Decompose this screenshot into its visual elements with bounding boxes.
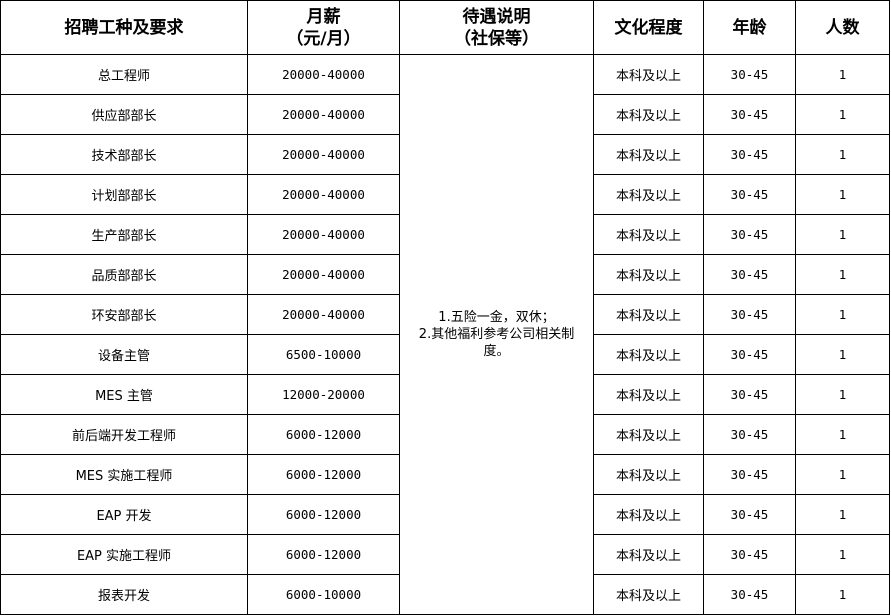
salary-cell: 20000-40000 <box>247 54 400 95</box>
position-cell: 总工程师 <box>0 54 248 95</box>
salary-cell: 20000-40000 <box>247 294 400 335</box>
count-cell: 1 <box>795 334 890 375</box>
count-cell: 1 <box>795 414 890 455</box>
header-benefits-line2: （社保等） <box>454 28 539 49</box>
education-cell: 本科及以上 <box>593 94 704 135</box>
salary-cell: 12000-20000 <box>247 374 400 415</box>
education-cell: 本科及以上 <box>593 454 704 495</box>
header-salary-line1: 月薪 <box>306 6 341 27</box>
education-cell: 本科及以上 <box>593 174 704 215</box>
education-cell: 本科及以上 <box>593 134 704 175</box>
age-cell: 30-45 <box>703 414 796 455</box>
header-position: 招聘工种及要求 <box>0 0 248 55</box>
education-cell: 本科及以上 <box>593 54 704 95</box>
position-cell: 供应部部长 <box>0 94 248 135</box>
salary-cell: 6000-12000 <box>247 534 400 575</box>
age-cell: 30-45 <box>703 214 796 255</box>
position-cell: EAP 开发 <box>0 494 248 535</box>
table-row: 品质部部长 20000-40000 本科及以上 30-45 1 <box>0 254 890 295</box>
age-cell: 30-45 <box>703 574 796 615</box>
table-row: 计划部部长 20000-40000 本科及以上 30-45 1 <box>0 174 890 215</box>
salary-cell: 20000-40000 <box>247 214 400 255</box>
table-row: 环安部部长 20000-40000 本科及以上 30-45 1 <box>0 294 890 335</box>
salary-cell: 20000-40000 <box>247 94 400 135</box>
table-row: 供应部部长 20000-40000 本科及以上 30-45 1 <box>0 94 890 135</box>
position-cell: 设备主管 <box>0 334 248 375</box>
age-cell: 30-45 <box>703 494 796 535</box>
position-cell: MES 实施工程师 <box>0 454 248 495</box>
age-cell: 30-45 <box>703 454 796 495</box>
position-cell: 报表开发 <box>0 574 248 615</box>
salary-cell: 20000-40000 <box>247 134 400 175</box>
count-cell: 1 <box>795 254 890 295</box>
count-cell: 1 <box>795 94 890 135</box>
age-cell: 30-45 <box>703 374 796 415</box>
count-cell: 1 <box>795 534 890 575</box>
education-cell: 本科及以上 <box>593 494 704 535</box>
count-cell: 1 <box>795 374 890 415</box>
education-cell: 本科及以上 <box>593 414 704 455</box>
header-salary: 月薪 （元/月） <box>247 0 400 55</box>
count-cell: 1 <box>795 574 890 615</box>
education-cell: 本科及以上 <box>593 294 704 335</box>
salary-cell: 6000-10000 <box>247 574 400 615</box>
position-cell: 环安部部长 <box>0 294 248 335</box>
position-cell: EAP 实施工程师 <box>0 534 248 575</box>
age-cell: 30-45 <box>703 334 796 375</box>
header-benefits: 待遇说明 （社保等） <box>399 0 594 55</box>
table-row: 报表开发 6000-10000 本科及以上 30-45 1 <box>0 574 890 615</box>
salary-cell: 20000-40000 <box>247 254 400 295</box>
header-education: 文化程度 <box>593 0 704 55</box>
age-cell: 30-45 <box>703 254 796 295</box>
benefits-cell: 1.五险一金，双休； 2.其他福利参考公司相关制度。 <box>399 54 594 615</box>
age-cell: 30-45 <box>703 174 796 215</box>
education-cell: 本科及以上 <box>593 534 704 575</box>
count-cell: 1 <box>795 174 890 215</box>
count-cell: 1 <box>795 494 890 535</box>
age-cell: 30-45 <box>703 134 796 175</box>
salary-cell: 6000-12000 <box>247 494 400 535</box>
salary-cell: 20000-40000 <box>247 174 400 215</box>
count-cell: 1 <box>795 214 890 255</box>
count-cell: 1 <box>795 294 890 335</box>
salary-cell: 6000-12000 <box>247 454 400 495</box>
table-row: 设备主管 6500-10000 本科及以上 30-45 1 <box>0 334 890 375</box>
age-cell: 30-45 <box>703 534 796 575</box>
position-cell: 品质部部长 <box>0 254 248 295</box>
header-benefits-line1: 待遇说明 <box>462 6 531 27</box>
header-count: 人数 <box>795 0 890 55</box>
count-cell: 1 <box>795 454 890 495</box>
table-row: MES 实施工程师 6000-12000 本科及以上 30-45 1 <box>0 454 890 495</box>
age-cell: 30-45 <box>703 294 796 335</box>
age-cell: 30-45 <box>703 94 796 135</box>
education-cell: 本科及以上 <box>593 334 704 375</box>
education-cell: 本科及以上 <box>593 574 704 615</box>
table-row: 技术部部长 20000-40000 本科及以上 30-45 1 <box>0 134 890 175</box>
header-row: 招聘工种及要求 月薪 （元/月） 待遇说明 （社保等） 文化程度 年龄 人数 <box>0 0 890 55</box>
salary-cell: 6000-12000 <box>247 414 400 455</box>
count-cell: 1 <box>795 54 890 95</box>
header-salary-line2: （元/月） <box>286 28 361 49</box>
education-cell: 本科及以上 <box>593 254 704 295</box>
benefits-line2: 2.其他福利参考公司相关制度。 <box>418 327 575 359</box>
position-cell: 计划部部长 <box>0 174 248 215</box>
table-row: 总工程师 20000-40000 1.五险一金，双休； 2.其他福利参考公司相关制度。… <box>0 54 890 615</box>
education-cell: 本科及以上 <box>593 214 704 255</box>
position-cell: 生产部部长 <box>0 214 248 255</box>
position-cell: 前后端开发工程师 <box>0 414 248 455</box>
age-cell: 30-45 <box>703 54 796 95</box>
count-cell: 1 <box>795 134 890 175</box>
position-cell: MES 主管 <box>0 374 248 415</box>
benefits-line1: 1.五险一金，双休； <box>438 310 555 325</box>
position-cell: 技术部部长 <box>0 134 248 175</box>
education-cell: 本科及以上 <box>593 374 704 415</box>
table-row: 生产部部长 20000-40000 本科及以上 30-45 1 <box>0 214 890 255</box>
table-row: 前后端开发工程师 6000-12000 本科及以上 30-45 1 <box>0 414 890 455</box>
salary-cell: 6500-10000 <box>247 334 400 375</box>
header-age: 年龄 <box>703 0 796 55</box>
